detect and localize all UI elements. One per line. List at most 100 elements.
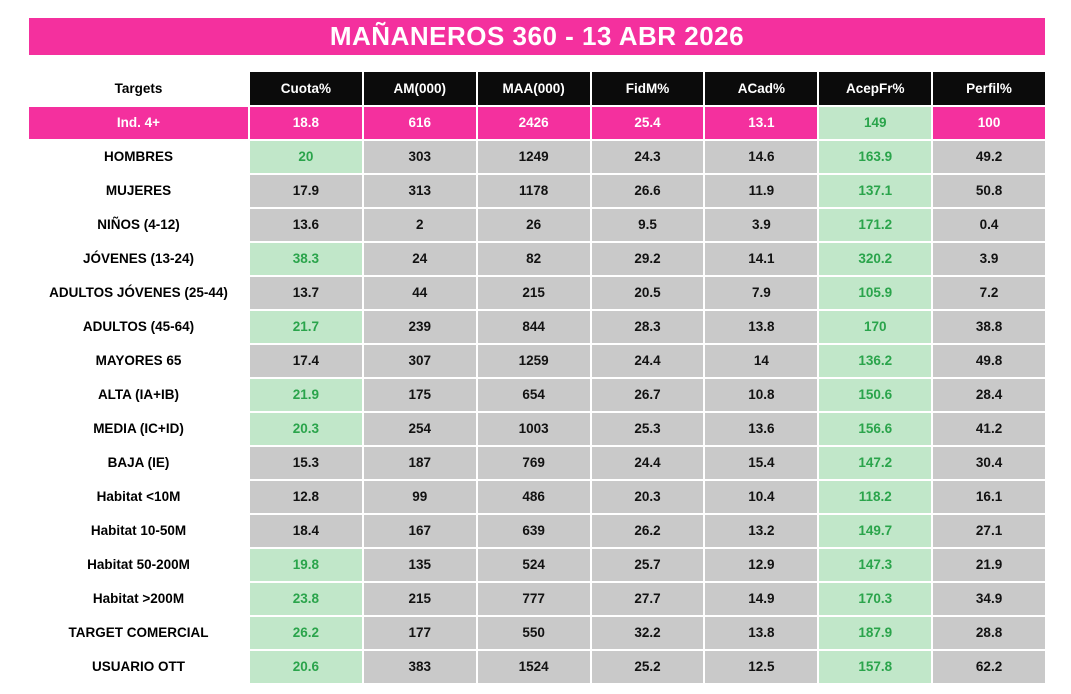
value-cell: 13.8 [705, 311, 818, 343]
value-cell: 18.4 [250, 515, 362, 547]
value-cell: 0.4 [933, 209, 1045, 241]
value-cell: 149 [819, 107, 932, 139]
value-cell: 215 [363, 583, 476, 615]
value-cell: 20.3 [591, 481, 704, 513]
value-cell: 26.2 [250, 617, 362, 649]
target-cell: HOMBRES [29, 141, 248, 173]
value-cell: 17.4 [250, 345, 362, 377]
value-cell: 239 [363, 311, 476, 343]
value-cell: 99 [363, 481, 476, 513]
value-cell: 17.9 [250, 175, 362, 207]
ratings-table: Targets Cuota% AM(000) MAA(000) FidM% ACad% Ac… [29, 72, 1045, 683]
target-cell: Habitat 10-50M [29, 515, 248, 547]
target-cell: Habitat >200M [29, 583, 248, 615]
value-cell: 27.1 [933, 515, 1045, 547]
value-cell: 10.8 [705, 379, 818, 411]
value-cell: 157.8 [819, 651, 932, 683]
value-cell: 20.5 [591, 277, 704, 309]
value-cell: 118.2 [819, 481, 932, 513]
value-cell: 3.9 [705, 209, 818, 241]
value-cell: 100 [933, 107, 1045, 139]
value-cell: 44 [363, 277, 476, 309]
value-cell: 9.5 [591, 209, 704, 241]
value-cell: 18.8 [250, 107, 362, 139]
value-cell: 156.6 [819, 413, 932, 445]
value-cell: 163.9 [819, 141, 932, 173]
value-cell: 27.7 [591, 583, 704, 615]
value-cell: 2426 [477, 107, 590, 139]
value-cell: 13.1 [705, 107, 818, 139]
value-cell: 25.3 [591, 413, 704, 445]
value-cell: 21.9 [250, 379, 362, 411]
value-cell: 32.2 [591, 617, 704, 649]
column-header: ACad% [705, 72, 818, 105]
value-cell: 170 [819, 311, 932, 343]
value-cell: 24 [363, 243, 476, 275]
value-cell: 254 [363, 413, 476, 445]
value-cell: 21.9 [933, 549, 1045, 581]
value-cell: 320.2 [819, 243, 932, 275]
value-cell: 1003 [477, 413, 590, 445]
target-cell: BAJA (IE) [29, 447, 248, 479]
report-title: MAÑANEROS 360 - 13 ABR 2026 [329, 21, 745, 51]
target-cell: NIÑOS (4-12) [29, 209, 248, 241]
value-cell: 639 [477, 515, 590, 547]
value-cell: 777 [477, 583, 590, 615]
value-cell: 62.2 [933, 651, 1045, 683]
value-cell: 12.5 [705, 651, 818, 683]
value-cell: 486 [477, 481, 590, 513]
value-cell: 177 [363, 617, 476, 649]
column-header: AcepFr% [819, 72, 932, 105]
value-cell: 844 [477, 311, 590, 343]
value-cell: 12.9 [705, 549, 818, 581]
value-cell: 136.2 [819, 345, 932, 377]
value-cell: 147.2 [819, 447, 932, 479]
value-cell: 137.1 [819, 175, 932, 207]
value-cell: 21.7 [250, 311, 362, 343]
column-header: Targets [29, 72, 248, 105]
value-cell: 50.8 [933, 175, 1045, 207]
value-cell: 20.3 [250, 413, 362, 445]
value-cell: 19.8 [250, 549, 362, 581]
column-header: MAA(000) [477, 72, 590, 105]
target-cell: Habitat 50-200M [29, 549, 248, 581]
value-cell: 15.4 [705, 447, 818, 479]
value-cell: 16.1 [933, 481, 1045, 513]
value-cell: 150.6 [819, 379, 932, 411]
value-cell: 105.9 [819, 277, 932, 309]
value-cell: 20.6 [250, 651, 362, 683]
value-cell: 23.8 [250, 583, 362, 615]
target-cell: Ind. 4+ [29, 107, 248, 139]
value-cell: 38.8 [933, 311, 1045, 343]
value-cell: 13.7 [250, 277, 362, 309]
target-cell: TARGET COMERCIAL [29, 617, 248, 649]
value-cell: 187 [363, 447, 476, 479]
value-cell: 171.2 [819, 209, 932, 241]
value-cell: 14 [705, 345, 818, 377]
value-cell: 49.2 [933, 141, 1045, 173]
value-cell: 14.6 [705, 141, 818, 173]
value-cell: 14.1 [705, 243, 818, 275]
value-cell: 24.3 [591, 141, 704, 173]
value-cell: 303 [363, 141, 476, 173]
value-cell: 13.6 [250, 209, 362, 241]
value-cell: 30.4 [933, 447, 1045, 479]
value-cell: 215 [477, 277, 590, 309]
value-cell: 1178 [477, 175, 590, 207]
column-header: Cuota% [250, 72, 362, 105]
value-cell: 25.2 [591, 651, 704, 683]
value-cell: 175 [363, 379, 476, 411]
value-cell: 25.7 [591, 549, 704, 581]
target-cell: ADULTOS JÓVENES (25-44) [29, 277, 248, 309]
value-cell: 25.4 [591, 107, 704, 139]
value-cell: 38.3 [250, 243, 362, 275]
value-cell: 187.9 [819, 617, 932, 649]
target-cell: MEDIA (IC+ID) [29, 413, 248, 445]
value-cell: 13.6 [705, 413, 818, 445]
target-cell: USUARIO OTT [29, 651, 248, 683]
value-cell: 135 [363, 549, 476, 581]
column-header: Perfil% [933, 72, 1045, 105]
report-title-bar: MAÑANEROS 360 - 13 ABR 2026 [29, 18, 1045, 55]
value-cell: 41.2 [933, 413, 1045, 445]
